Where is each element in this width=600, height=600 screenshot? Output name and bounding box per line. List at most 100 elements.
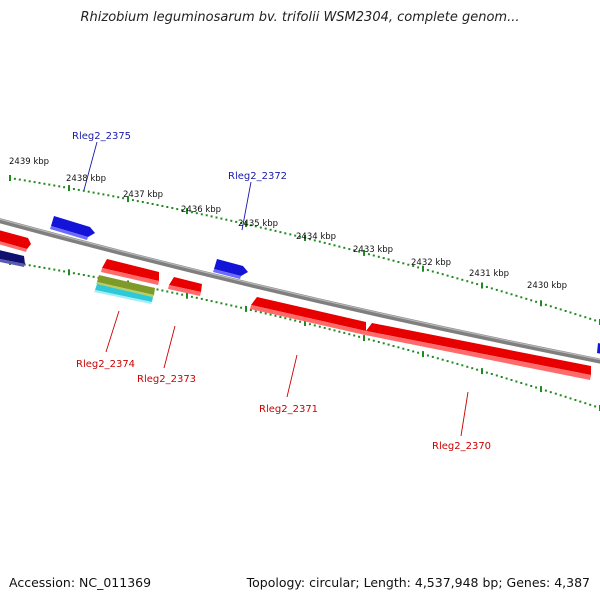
minor-tick — [520, 296, 523, 299]
tick-label: 2430 kbp — [527, 281, 567, 291]
minor-tick — [294, 234, 297, 237]
gene-label-Rleg2_2372[interactable]: Rleg2_2372 — [228, 171, 287, 182]
major-tick — [363, 335, 365, 342]
minor-tick — [559, 394, 562, 397]
minor-tick — [549, 305, 552, 308]
gene-Rleg2_2375[interactable] — [50, 216, 95, 240]
minor-tick — [97, 192, 100, 195]
minor-tick — [225, 218, 228, 221]
minor-tick — [564, 310, 567, 312]
minor-tick — [269, 313, 272, 316]
major-tick — [363, 249, 365, 256]
minor-tick — [367, 253, 370, 256]
minor-tick — [348, 333, 351, 336]
minor-tick — [43, 266, 46, 269]
minor-tick — [535, 386, 538, 389]
minor-tick — [407, 263, 410, 266]
major-tick — [422, 351, 424, 358]
tick-label: 2437 kbp — [123, 190, 163, 200]
minor-tick — [367, 338, 370, 341]
rna-feature-olive[interactable] — [96, 275, 155, 297]
gene-Rleg2_2372[interactable] — [213, 259, 248, 279]
major-tick — [304, 320, 306, 326]
callout-Rleg2_2373 — [163, 325, 176, 369]
major-tick — [540, 386, 542, 393]
minor-tick — [215, 301, 218, 304]
gene-left-dark-partial[interactable] — [0, 249, 25, 267]
minor-tick — [87, 190, 90, 193]
minor-tick — [530, 299, 533, 302]
minor-tick — [313, 239, 316, 242]
minor-tick — [392, 259, 395, 262]
gene-label-Rleg2_2370[interactable]: Rleg2_2370 — [432, 441, 491, 452]
minor-tick — [230, 304, 233, 307]
minor-tick — [594, 405, 597, 408]
minor-tick — [574, 399, 577, 401]
minor-tick — [323, 326, 326, 329]
minor-tick — [476, 283, 479, 286]
minor-tick — [28, 180, 31, 183]
minor-tick — [436, 271, 439, 274]
minor-tick — [397, 261, 400, 263]
gene-Rleg2_2374[interactable] — [101, 259, 159, 285]
rna-feature-cyan[interactable] — [94, 284, 153, 304]
minor-tick — [559, 308, 562, 311]
minor-tick — [530, 385, 533, 387]
minor-tick — [264, 227, 267, 230]
minor-tick — [402, 262, 405, 265]
tick-label: 2438 kbp — [66, 174, 106, 184]
minor-tick — [249, 309, 252, 311]
minor-tick — [544, 303, 547, 306]
minor-tick — [574, 313, 577, 316]
major-tick — [186, 292, 188, 299]
minor-tick — [112, 195, 115, 198]
minor-tick — [382, 342, 385, 345]
tick-label: 2435 kbp — [238, 219, 278, 229]
gene-label-Rleg2_2373[interactable]: Rleg2_2373 — [137, 374, 196, 385]
callout-Rleg2_2375 — [83, 141, 98, 191]
minor-tick — [441, 273, 444, 276]
gene-forward-edge[interactable] — [597, 343, 600, 354]
minor-tick — [505, 377, 508, 380]
minor-tick — [318, 325, 321, 328]
minor-tick — [412, 350, 415, 353]
minor-tick — [136, 200, 139, 203]
minor-tick — [313, 324, 316, 327]
minor-tick — [23, 179, 26, 182]
minor-tick — [358, 335, 361, 338]
tick-label: 2434 kbp — [296, 232, 336, 242]
gene-Rleg2_2373[interactable] — [168, 277, 202, 296]
minor-tick — [589, 403, 592, 406]
callout-Rleg2_2370 — [460, 391, 469, 437]
minor-tick — [230, 219, 233, 222]
minor-tick — [372, 339, 375, 342]
minor-tick — [328, 243, 331, 246]
accession-info: Accession: NC_011369 — [9, 575, 152, 590]
minor-tick — [323, 241, 326, 244]
minor-tick — [63, 186, 66, 189]
gene-label-Rleg2_2371[interactable]: Rleg2_2371 — [259, 404, 318, 415]
major-tick — [540, 300, 542, 307]
gene-Rleg2_2370[interactable] — [365, 323, 591, 380]
gene-Rleg2_2371[interactable] — [250, 297, 366, 335]
minor-tick — [407, 349, 410, 351]
major-tick — [186, 208, 188, 215]
minor-tick — [318, 240, 321, 243]
minor-tick — [490, 373, 493, 375]
minor-tick — [254, 225, 257, 228]
minor-tick — [289, 233, 292, 236]
minor-tick — [333, 329, 336, 332]
gene-left-red-partial[interactable] — [0, 229, 31, 252]
minor-tick — [220, 302, 223, 305]
minor-tick — [466, 365, 469, 368]
minor-tick — [190, 211, 193, 214]
gene-label-Rleg2_2375[interactable]: Rleg2_2375 — [72, 131, 131, 142]
callout-Rleg2_2372 — [241, 181, 252, 231]
gene-label-Rleg2_2374[interactable]: Rleg2_2374 — [76, 359, 135, 370]
minor-tick — [92, 275, 95, 278]
minor-tick — [38, 181, 41, 184]
minor-tick — [161, 205, 164, 207]
minor-tick — [525, 297, 528, 300]
minor-tick — [166, 206, 169, 208]
minor-tick — [505, 291, 508, 294]
